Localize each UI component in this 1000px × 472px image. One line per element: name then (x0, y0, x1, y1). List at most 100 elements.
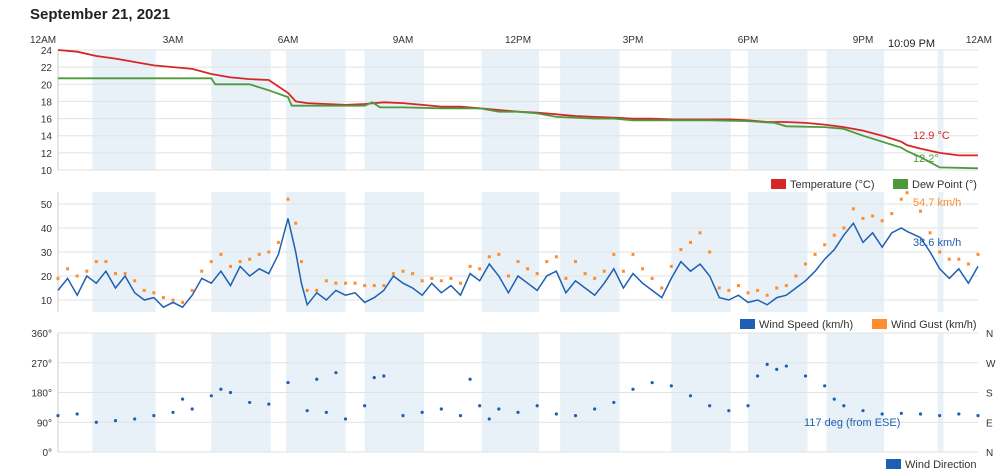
wind-gust-point (238, 260, 242, 264)
wind-gust-point (142, 288, 146, 292)
wind-gust-point (976, 252, 980, 256)
wind-direction-point (56, 414, 60, 418)
compass-tick-label: E (986, 418, 993, 429)
wind-direction-point (439, 407, 443, 411)
wind-gust-point (181, 300, 185, 304)
wind-gust-point (727, 288, 731, 292)
wind-gust-point (363, 284, 367, 288)
wind-gust-point (315, 288, 319, 292)
wind-gust-point (353, 281, 357, 285)
wind-gust-point (554, 255, 558, 259)
wind-gust-point (928, 231, 932, 235)
wind-direction-point (842, 404, 846, 408)
wind-direction-end-label: 117 deg (from ESE) (804, 417, 900, 429)
wind-gust-point (439, 279, 443, 283)
wind-direction-point (487, 417, 491, 421)
wind-gust-point (506, 274, 510, 278)
x-tick-label: 9AM (393, 35, 414, 46)
compass-tick-label: N (986, 448, 993, 459)
wind-gust-point (593, 276, 597, 280)
y-tick-label: 14 (41, 132, 53, 143)
y-tick-label: 180° (31, 389, 52, 400)
x-tick-label: 12PM (505, 35, 531, 46)
wind-speed-line (57, 218, 979, 309)
wind-direction-point (823, 384, 827, 388)
y-tick-label: 50 (41, 200, 53, 211)
wind-gust-point (305, 288, 309, 292)
time-band (560, 50, 620, 170)
wind-direction-point (861, 409, 865, 413)
wind-gust-point (200, 269, 204, 273)
wind-gust-point (152, 291, 156, 295)
wind-gust-point (804, 262, 807, 266)
wind-gust-point (209, 260, 213, 264)
wind-gust-point (813, 252, 817, 256)
wind-direction-point (334, 371, 338, 375)
wind-direction-point (746, 404, 750, 408)
y-tick-label: 270° (31, 359, 52, 370)
wind-gust-point (535, 272, 539, 276)
wind-gust-point (564, 276, 568, 280)
y-tick-label: 360° (31, 329, 52, 340)
wind-gust-point (286, 197, 290, 201)
wind-direction-point (803, 374, 808, 378)
time-band (364, 50, 425, 170)
wind-gust-point (756, 288, 760, 292)
wind-gust-point (679, 248, 683, 252)
wind-gust-point (401, 269, 405, 273)
wind-gust-point (344, 281, 347, 285)
legend-swatch (872, 319, 887, 329)
wind-gust-point (765, 293, 769, 297)
wind-gust-point (487, 255, 491, 259)
wind-gust-point (382, 284, 386, 288)
wind-gust-point (545, 260, 549, 264)
wind-direction-point (305, 409, 309, 413)
wind-direction-point (832, 397, 836, 401)
page-title: September 21, 2021 (30, 6, 171, 23)
wind-direction-point (669, 384, 673, 388)
wind-gust-point (94, 260, 98, 264)
wind-gust-point (966, 262, 970, 266)
wind-direction-point (688, 394, 693, 398)
wind-direction-point (286, 380, 290, 385)
time-band (286, 50, 346, 170)
wind-direction-point (113, 418, 118, 423)
y-tick-label: 10 (41, 296, 53, 307)
wind-gust-point (861, 216, 865, 220)
wind-gust-point (104, 260, 108, 264)
wind-gust-point (794, 274, 798, 278)
wind-gust-point (267, 250, 271, 254)
wind-gust-point (602, 269, 606, 273)
wind-gust-point (66, 267, 70, 271)
wind-gust-point (871, 214, 875, 218)
wind-gust-point (133, 279, 137, 283)
wind-gust-end-label: 54.7 km/h (913, 197, 961, 209)
wind-gust-point (468, 264, 472, 268)
wind-direction-point (324, 410, 328, 414)
y-tick-label: 20 (41, 80, 53, 91)
wind-gust-point (736, 284, 740, 288)
wind-direction-point (219, 387, 223, 391)
wind-gust-point (372, 284, 376, 288)
y-tick-label: 18 (41, 97, 53, 108)
wind-direction-point (918, 412, 923, 416)
wind-gust-point (669, 264, 673, 268)
wind-direction-point (363, 404, 367, 408)
x-tick-label: 12AM (30, 35, 56, 46)
wind-gust-point (75, 274, 79, 278)
y-tick-label: 0° (42, 448, 52, 459)
legend-swatch (893, 179, 908, 189)
wind-speed-end-label: 38.6 km/h (913, 237, 961, 249)
wind-direction-point (171, 410, 175, 414)
wind-gust-point (299, 260, 303, 264)
wind-gust-point (641, 267, 645, 271)
wind-gust-point (899, 197, 903, 201)
y-tick-label: 90° (37, 418, 52, 429)
wind-gust-point (775, 286, 779, 290)
wind-gust-point (219, 252, 223, 256)
time-band (748, 50, 808, 170)
y-tick-label: 22 (41, 63, 53, 74)
wind-gust-point (420, 279, 424, 283)
legend-label: Wind Direction (905, 459, 977, 471)
wind-direction-point (612, 400, 616, 405)
